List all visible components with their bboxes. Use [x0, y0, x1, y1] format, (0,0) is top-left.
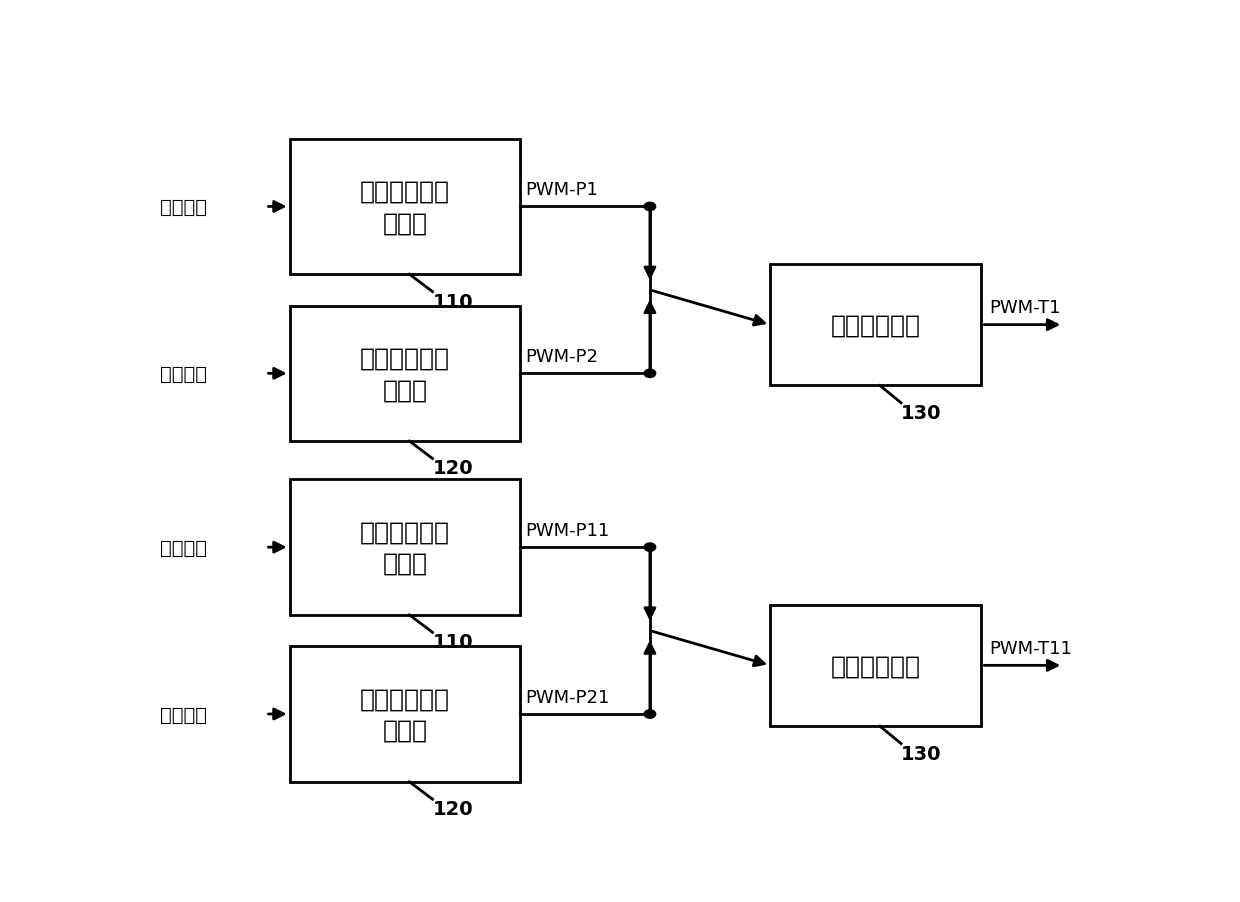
Text: PWM-T11: PWM-T11 [990, 640, 1073, 658]
Text: PWM-P1: PWM-P1 [525, 181, 598, 198]
Bar [770, 605, 982, 726]
Text: 130: 130 [901, 744, 941, 763]
Text: 110: 110 [433, 292, 474, 311]
Text: 第二转角: 第二转角 [160, 364, 207, 383]
Text: 信号处理单元: 信号处理单元 [831, 313, 921, 337]
Text: PWM-P2: PWM-P2 [525, 347, 598, 365]
Bar [770, 264, 982, 386]
Bar [290, 480, 521, 615]
Text: 130: 130 [901, 403, 941, 422]
Circle shape [644, 370, 656, 378]
Bar [290, 306, 521, 442]
Text: 120: 120 [433, 799, 474, 818]
Text: 第二转角: 第二转角 [160, 704, 207, 723]
Text: PWM-P11: PWM-P11 [525, 521, 609, 539]
Bar [290, 647, 521, 782]
Text: 输入轴信号采
集单元: 输入轴信号采 集单元 [360, 179, 450, 235]
Text: 输出轴信号采
集单元: 输出轴信号采 集单元 [360, 686, 450, 742]
Bar [290, 140, 521, 275]
Text: 120: 120 [433, 459, 474, 478]
Circle shape [644, 710, 656, 718]
Text: 信号处理单元: 信号处理单元 [831, 654, 921, 677]
Text: PWM-P21: PWM-P21 [525, 688, 609, 706]
Text: 输出轴信号采
集单元: 输出轴信号采 集单元 [360, 346, 450, 401]
Text: 输入轴信号采
集单元: 输入轴信号采 集单元 [360, 520, 450, 575]
Text: PWM-T1: PWM-T1 [990, 299, 1060, 317]
Circle shape [644, 203, 656, 211]
Circle shape [644, 543, 656, 552]
Text: 第一转角: 第一转角 [160, 198, 207, 216]
Text: 第一转角: 第一转角 [160, 538, 207, 557]
Text: 110: 110 [433, 632, 474, 651]
